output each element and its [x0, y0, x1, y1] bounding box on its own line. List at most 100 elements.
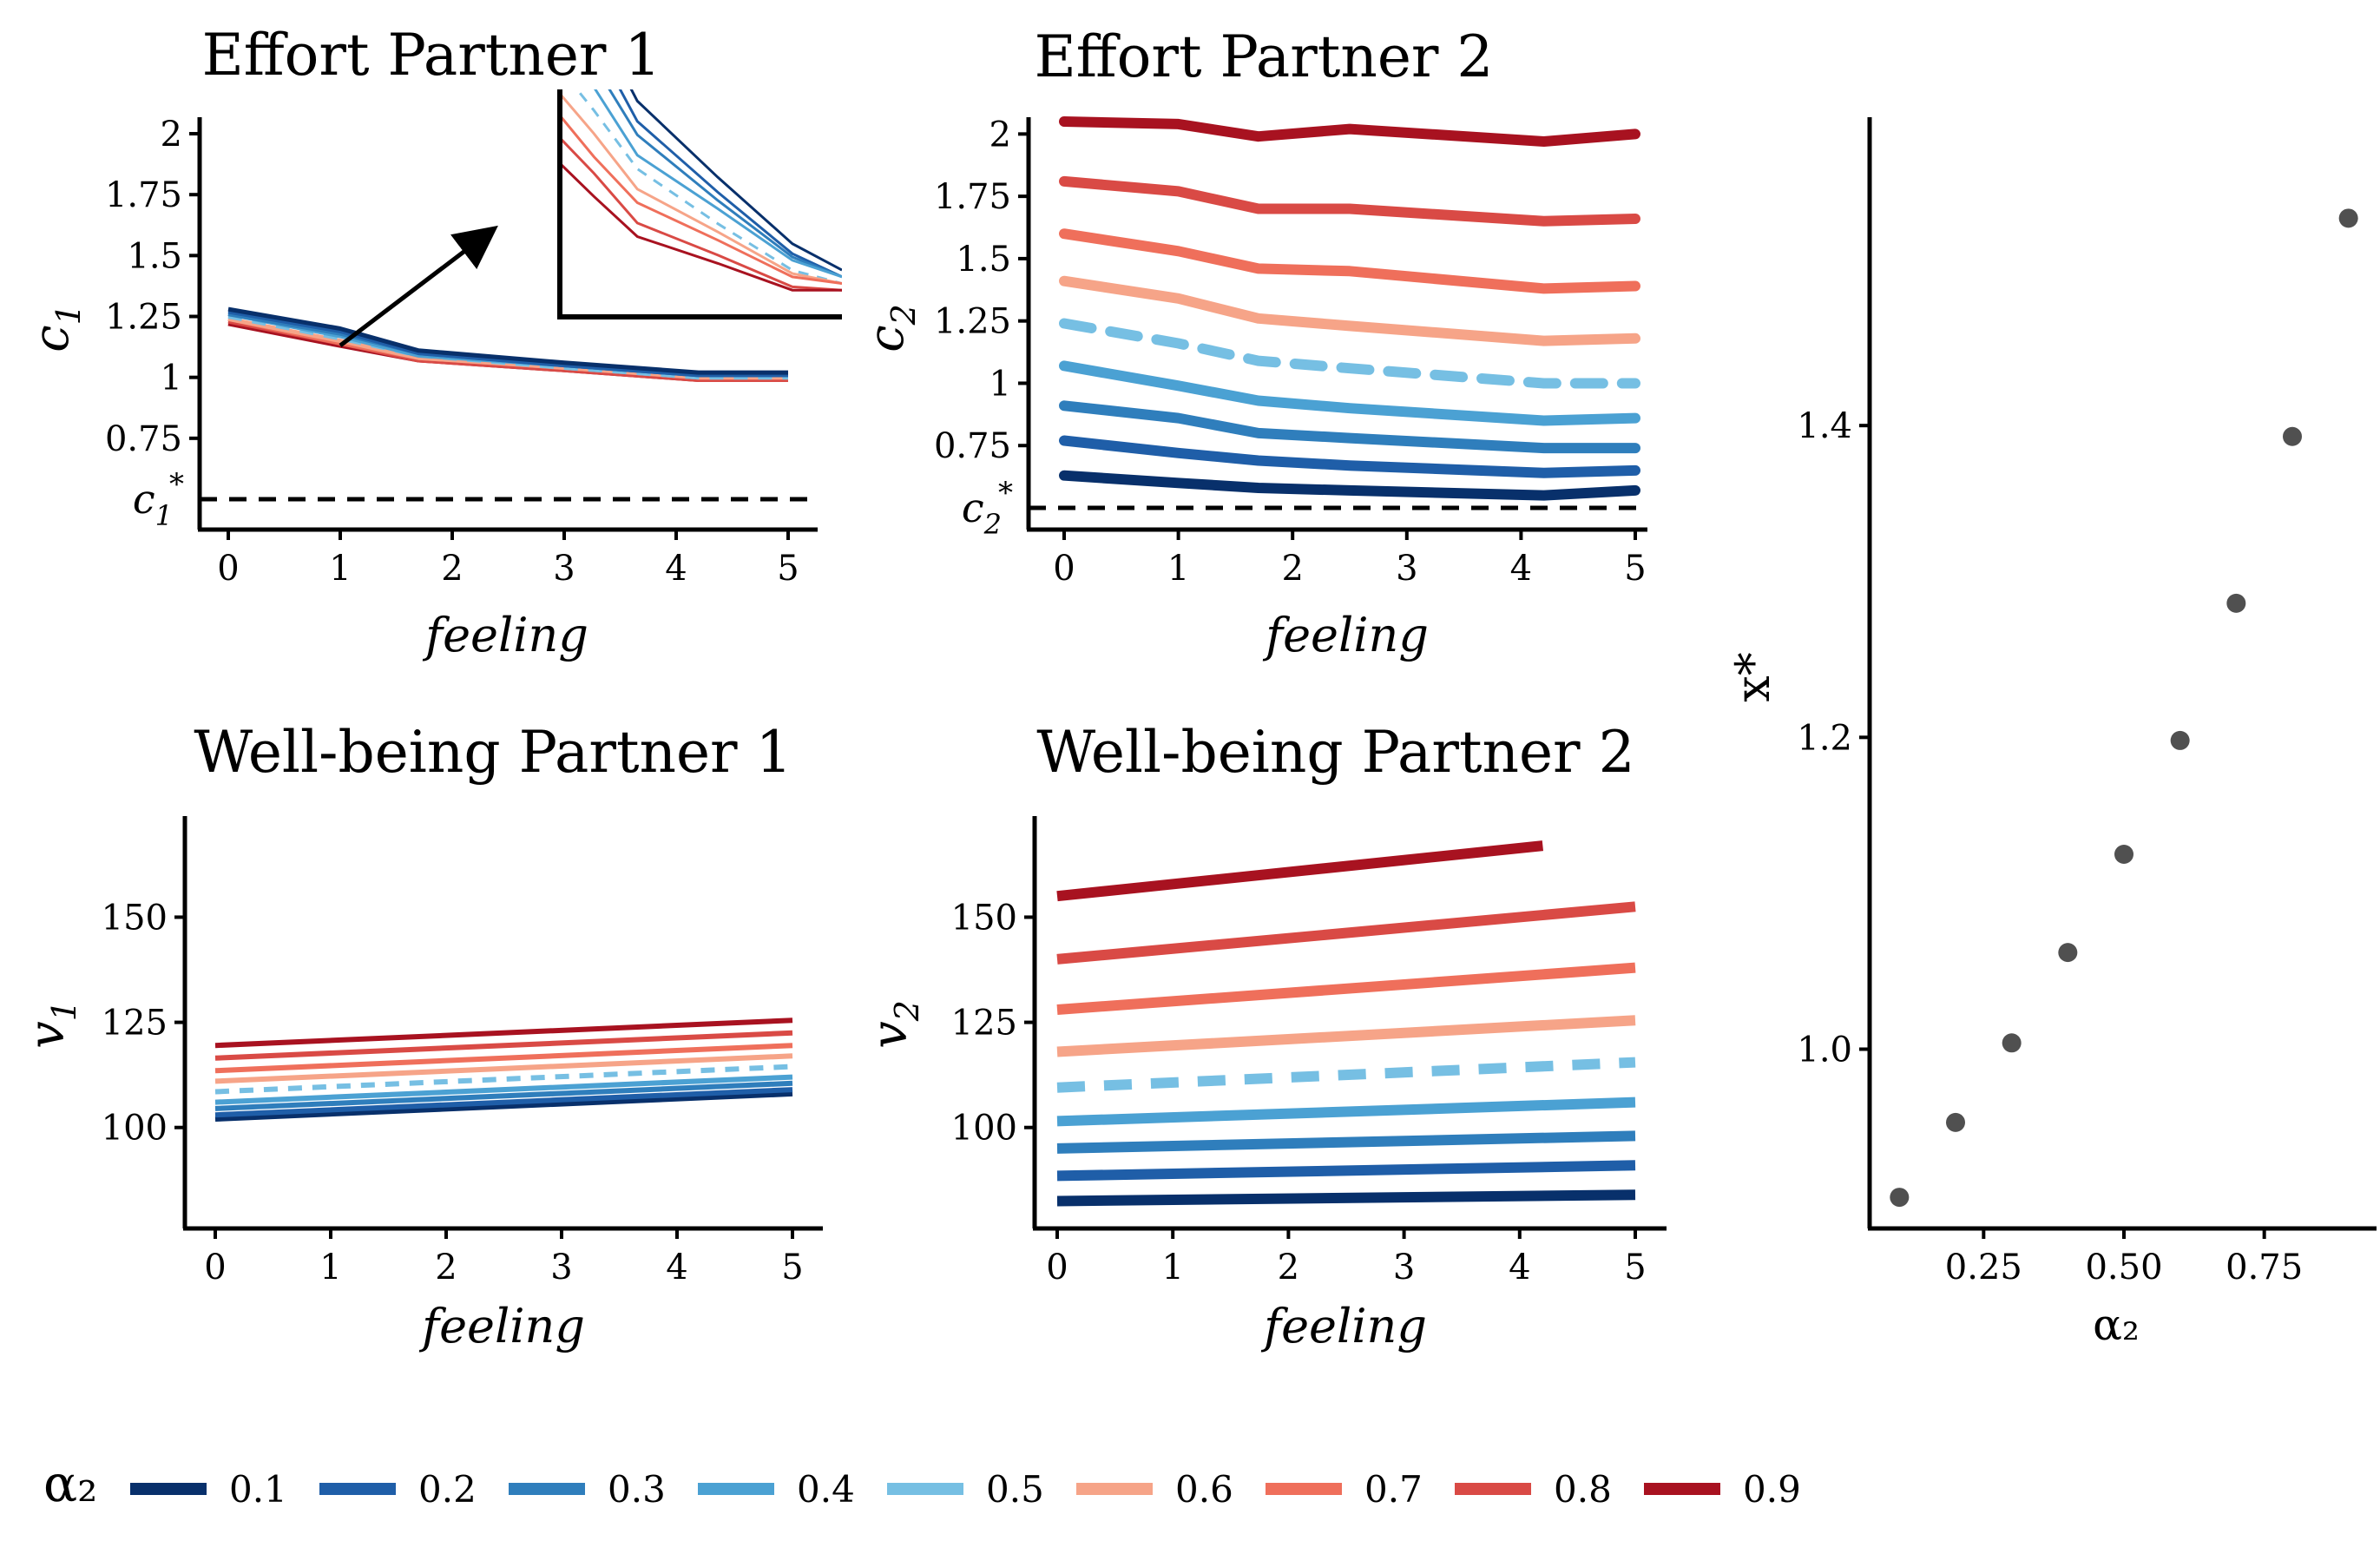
series-line-0-7	[214, 1043, 793, 1074]
series-line-0-9	[1059, 116, 1640, 147]
x-tick-label: 1	[1167, 549, 1189, 589]
series-line-0-1	[214, 1090, 793, 1122]
title-effort-partner-1: Effort Partner 1	[202, 22, 661, 89]
series-line-0-3	[214, 1080, 793, 1111]
ylabel-effort-1: c1	[23, 304, 88, 352]
x-tick-label: 5	[1624, 1248, 1646, 1287]
scatter-point	[2002, 1033, 2022, 1053]
y-tick-label: 1.4	[1797, 406, 1852, 446]
y-tick-label: 1.75	[934, 177, 1011, 217]
x-tick-label: 4	[666, 1248, 687, 1287]
series-line-0-4	[1059, 360, 1640, 426]
y-tick-label: 1	[161, 359, 182, 398]
x-tick-label: 0	[1046, 1248, 1068, 1287]
ylabel-x-star: x*	[1726, 652, 1780, 701]
xlabel-wellbeing-1: feeling	[418, 1299, 585, 1353]
series-line-0-6	[1056, 1015, 1636, 1057]
panel-wellbeing-partner-2: 0 1 2 3 4 5 100 125 150	[951, 816, 1667, 1287]
series-line-0-4	[1056, 1096, 1636, 1127]
y-tick-label: 150	[951, 898, 1017, 938]
x-tick-label: 0.50	[2085, 1248, 2162, 1287]
x-tick-label: 4	[665, 549, 687, 589]
ylabel-effort-2: c2	[858, 304, 923, 352]
x-tick-label: 3	[1396, 549, 1417, 589]
series-line-0-8	[1056, 901, 1636, 965]
inset-series-0-3	[608, 89, 842, 279]
ylabel-wellbeing-1: v1	[19, 1000, 83, 1049]
y-tick-label: 125	[102, 1004, 168, 1044]
y-tick-label: 0.75	[105, 419, 182, 459]
x-tick-label: 0	[1053, 549, 1075, 589]
scatter-point	[2058, 943, 2078, 963]
y-tick-label: 100	[102, 1109, 168, 1149]
scatter-point	[2226, 593, 2246, 613]
x-tick-label: 3	[1393, 1248, 1415, 1287]
title-effort-partner-2: Effort Partner 2	[1035, 23, 1494, 90]
panel-effort-partner-1: 0 1 2 3 4 5 0.75 1 1.25 1.5 1.75 2 c1*	[105, 115, 818, 589]
inset-zoom	[339, 89, 842, 347]
scatter-point	[1946, 1112, 1965, 1132]
scatter-point	[2338, 208, 2358, 228]
y-tick-label: 1.2	[1797, 718, 1852, 758]
series-line-0-6	[1059, 275, 1640, 346]
legend-label-0-2: 0.2	[418, 1468, 477, 1511]
x-tick-label: 3	[553, 549, 575, 589]
reference-label: c1*	[133, 467, 184, 532]
x-tick-label: 0.75	[2225, 1248, 2303, 1287]
x-tick-label: 0	[204, 1248, 226, 1287]
x-tick-label: 3	[550, 1248, 572, 1287]
panel-x-star: 0.25 0.50 0.75 1.0 1.2 1.4	[1797, 117, 2377, 1287]
y-tick-label: 100	[951, 1109, 1017, 1149]
x-tick-label: 2	[1281, 549, 1303, 589]
y-tick-label: 1.5	[127, 236, 182, 276]
legend-label-0-8: 0.8	[1554, 1468, 1612, 1511]
xlabel-effort-1: feeling	[422, 608, 588, 662]
series-line-0-3	[1056, 1130, 1636, 1154]
series-line-0-2	[1056, 1160, 1636, 1182]
x-tick-label: 1	[1161, 1248, 1183, 1287]
scatter-point	[1890, 1188, 1910, 1208]
series-line-0-9	[214, 1017, 793, 1049]
zoom-arrow	[339, 225, 498, 347]
series-line-0-7	[1056, 962, 1636, 1015]
y-tick-label: 1	[989, 364, 1011, 404]
x-tick-label: 2	[435, 1248, 457, 1287]
inset-series-0-8	[560, 135, 842, 292]
scatter-point	[2283, 426, 2302, 446]
legend-label-0-4: 0.4	[797, 1468, 855, 1511]
inset-series-0-9	[560, 161, 842, 292]
x-tick-label: 1	[319, 1248, 341, 1287]
x-tick-label: 2	[1278, 1248, 1299, 1287]
x-tick-label: 4	[1509, 1248, 1530, 1287]
series-line-0-5	[1056, 1057, 1636, 1093]
series-line-0-4	[214, 1074, 793, 1105]
legend: α₂ 0.1 0.2 0.3 0.4 0.5 0.6 0.7 0.8 0.9	[43, 1454, 1801, 1513]
y-tick-label: 1.5	[956, 240, 1011, 280]
legend-label-0-7: 0.7	[1364, 1468, 1423, 1511]
xlabel-wellbeing-2: feeling	[1260, 1299, 1427, 1353]
y-tick-label: 2	[989, 115, 1011, 155]
x-tick-label: 5	[1624, 549, 1646, 589]
panel-wellbeing-partner-1: 0 1 2 3 4 5 100 125 150	[102, 816, 823, 1287]
reference-label: c2*	[962, 476, 1013, 541]
ylabel-wellbeing-2: v2	[862, 1000, 926, 1049]
series-line-0-1	[227, 306, 788, 375]
panel-effort-partner-2: 0 1 2 3 4 5 0.75 1 1.25 1.5 1.75 2 c2*	[934, 115, 1647, 589]
inset-series-0-7	[560, 113, 842, 285]
y-tick-label: 1.0	[1797, 1030, 1852, 1070]
y-tick-label: 2	[161, 115, 182, 155]
series-line-0-2	[1059, 435, 1640, 478]
series-line-0-7	[1059, 228, 1640, 294]
series-line-0-6	[214, 1053, 793, 1084]
inset-series-0-5	[575, 89, 842, 285]
legend-title: α₂	[43, 1454, 97, 1513]
inset-lines	[560, 89, 842, 292]
x-tick-label: 5	[781, 1248, 803, 1287]
y-tick-label: 1.25	[934, 302, 1011, 342]
y-tick-label: 0.75	[934, 426, 1011, 466]
inset-series-0-1	[629, 89, 842, 272]
series-line-0-3	[1059, 400, 1640, 454]
series-line-0-8	[214, 1030, 793, 1061]
legend-label-0-1: 0.1	[229, 1468, 287, 1511]
y-tick-label: 150	[102, 898, 168, 938]
